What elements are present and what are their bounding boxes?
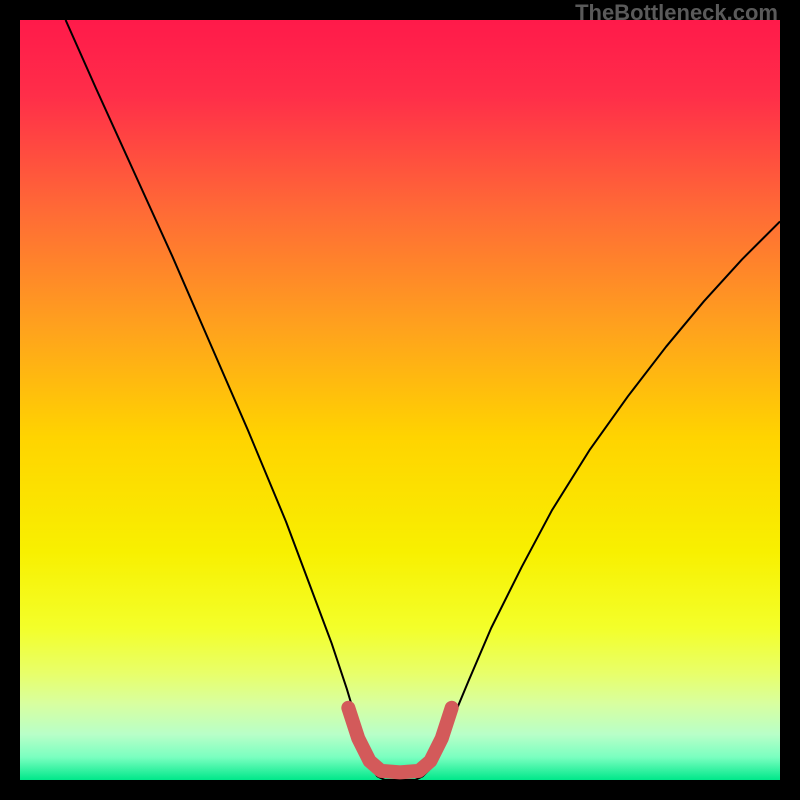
- curve-layer: [20, 20, 780, 780]
- watermark-text: TheBottleneck.com: [575, 0, 778, 26]
- bottleneck-curve: [66, 20, 780, 780]
- plot-area: [20, 20, 780, 780]
- chart-frame: TheBottleneck.com: [0, 0, 800, 800]
- highlight-bracket: [348, 708, 451, 773]
